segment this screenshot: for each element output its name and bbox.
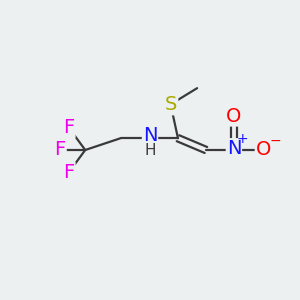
- Text: N: N: [143, 126, 157, 146]
- Text: N: N: [227, 139, 241, 158]
- Text: −: −: [270, 134, 281, 148]
- Text: F: F: [63, 163, 75, 182]
- Text: O: O: [256, 140, 271, 160]
- Text: O: O: [226, 106, 242, 126]
- Text: H: H: [144, 143, 156, 158]
- Text: +: +: [237, 132, 249, 146]
- Text: F: F: [63, 118, 75, 137]
- Text: S: S: [164, 95, 177, 114]
- Text: F: F: [55, 140, 66, 160]
